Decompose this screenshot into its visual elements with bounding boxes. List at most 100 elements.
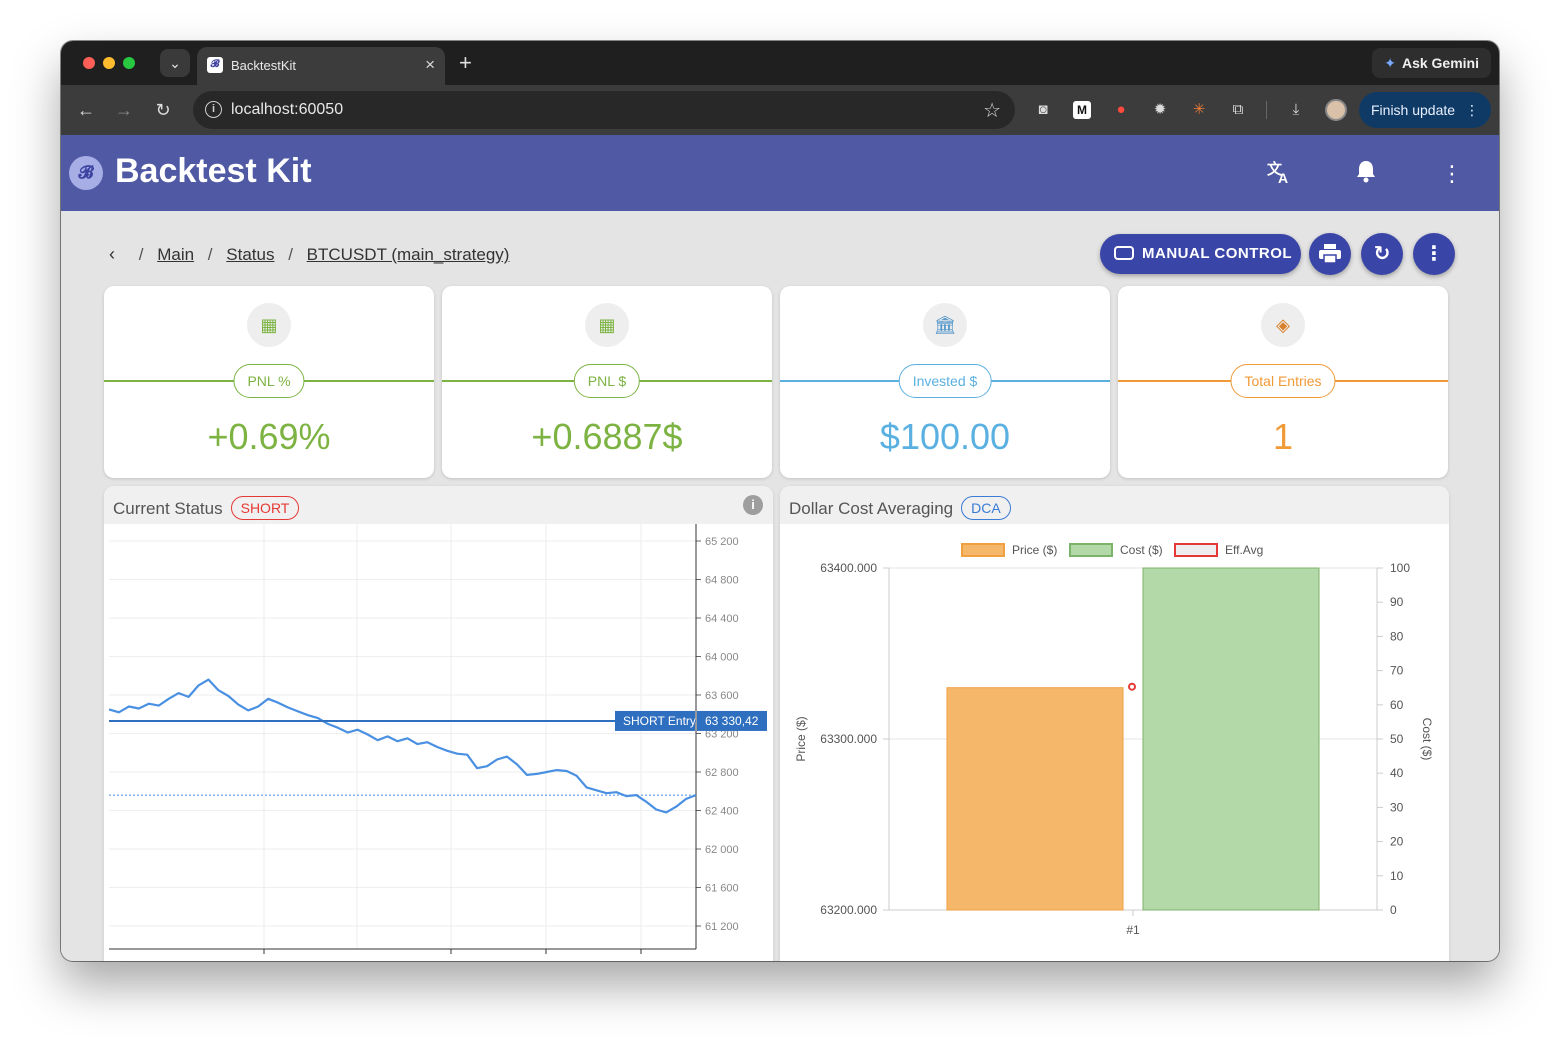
card-label: PNL % (233, 364, 305, 398)
y-right-tick-label: 50 (1390, 732, 1404, 746)
price-bar (946, 687, 1124, 911)
tab-close-icon[interactable]: × (425, 55, 435, 74)
gemini-sparkle-icon: ✦ (1384, 55, 1396, 71)
y-right-tick-label: 0 (1390, 903, 1397, 917)
hand-extension-icon[interactable]: ● (1116, 101, 1126, 118)
breadcrumb: ‹ / Main / Status / BTCUSDT (main_strate… (109, 244, 509, 265)
entry-value-box (697, 710, 767, 731)
app-logo-icon: 𝓑 (69, 156, 103, 190)
card-value: +0.6887$ (531, 416, 683, 457)
card-label: Invested $ (898, 364, 992, 398)
legend-swatch (1069, 543, 1113, 557)
y-tick-label: 62 400 (705, 806, 739, 818)
asterisk-extension-icon[interactable]: ✳ (1192, 101, 1206, 118)
bookmark-star-icon[interactable]: ☆ (983, 100, 1001, 122)
new-tab-button[interactable]: + (459, 50, 472, 75)
download-icon[interactable]: ⤓ (1292, 101, 1300, 118)
card-value: $100.00 (879, 416, 1011, 457)
y-tick-label: 62 800 (705, 767, 739, 779)
browser-toolbar: ← → ↻ i localhost:60050 ☆ ◙ M ● ✹ ✳ ⧉ ⤓ … (61, 85, 1499, 135)
app-title: Backtest Kit (115, 152, 312, 190)
y-tick-label: 62 000 (705, 844, 739, 856)
card-label: Total Entries (1230, 364, 1336, 398)
dca-badge: DCA (961, 496, 1011, 520)
y-left-axis-title: Price ($) (794, 716, 808, 761)
y-tick-label: 63 200 (705, 729, 739, 741)
y-right-tick-label: 70 (1390, 664, 1404, 678)
pnl-dollar-card: ▦ PNL $ +0.6887$ (442, 286, 772, 478)
tab-search-button[interactable]: ⌄ (160, 49, 190, 77)
x-category-label: #1 (1126, 923, 1140, 937)
bell-glyph (1357, 161, 1375, 183)
site-info-icon[interactable]: i (205, 101, 222, 118)
refresh-button[interactable]: ↻ (1361, 233, 1403, 275)
m-extension-icon[interactable]: M (1073, 101, 1091, 119)
current-status-title: Current Status (113, 499, 223, 518)
legend-swatch (961, 543, 1005, 557)
breadcrumb-symbol[interactable]: BTCUSDT (main_strategy) (306, 245, 510, 264)
y-tick-label: 65 200 (705, 536, 739, 548)
translate-icon[interactable]: 文 A (1264, 159, 1294, 189)
y-right-tick-label: 90 (1390, 595, 1404, 609)
y-left-tick-label: 63200.000 (820, 903, 877, 917)
tab-title: BacktestKit (231, 58, 297, 73)
svg-text:文: 文 (1267, 160, 1283, 178)
invested-card: 🏛 Invested $ $100.00 (780, 286, 1110, 478)
legend-label: Price ($) (1012, 543, 1057, 557)
y-right-tick-label: 80 (1390, 629, 1404, 643)
forward-arrow-icon[interactable]: → (115, 100, 133, 120)
cost-bar (1142, 567, 1320, 911)
card-value: 1 (1272, 416, 1294, 457)
address-url[interactable]: localhost:60050 (231, 101, 344, 118)
ask-gemini-button[interactable]: ✦ Ask Gemini (1372, 48, 1491, 78)
breadcrumb-status[interactable]: Status (226, 245, 275, 264)
breadcrumb-main[interactable]: Main (157, 245, 195, 264)
y-left-tick-label: 63300.000 (820, 732, 877, 746)
browser-tab-active[interactable]: 𝓑 BacktestKit × (197, 47, 445, 85)
y-right-axis-title: Cost ($) (1420, 718, 1434, 761)
price-chart[interactable]: 65 200 64 800 64 400 64 000 63 600 63 200 62 8… (104, 524, 773, 961)
camera-extension-icon[interactable]: ◙ (1038, 101, 1048, 118)
legend-label: Eff.Avg (1225, 543, 1263, 557)
finish-update-button[interactable]: Finish update ⋮ (1359, 92, 1491, 128)
profile-avatar[interactable] (1325, 99, 1347, 121)
bank-icon: 🏛 (923, 303, 967, 347)
extensions-puzzle-icon[interactable]: ⧉ (1232, 101, 1244, 118)
info-icon[interactable]: i (743, 495, 763, 515)
card-label: PNL $ (573, 364, 641, 398)
y-right-tick-label: 60 (1390, 698, 1404, 712)
reload-icon[interactable]: ↻ (155, 100, 171, 120)
layers-icon: ◈ (1261, 303, 1305, 347)
address-bar[interactable]: i localhost:60050 ☆ (193, 91, 1015, 129)
y-tick-label: 64 400 (705, 613, 739, 625)
entry-label-box (615, 710, 695, 731)
minimize-window-button[interactable] (103, 57, 115, 69)
pnl-percent-card: ▦ PNL % +0.69% (104, 286, 434, 478)
entry-label: SHORT Entry (623, 714, 696, 728)
y-right-tick-label: 30 (1390, 800, 1404, 814)
maximize-window-button[interactable] (123, 57, 135, 69)
dca-chart[interactable]: Price ($) Cost ($) Eff.Avg 63400.000 63300.0… (780, 524, 1449, 961)
back-chevron-icon[interactable]: ‹ (109, 244, 115, 264)
y-right-tick-label: 10 (1390, 869, 1404, 883)
ask-gemini-label: Ask Gemini (1401, 55, 1479, 71)
toolbar-divider (1266, 101, 1267, 119)
more-actions-button[interactable]: ⋮ (1413, 233, 1455, 275)
y-tick-label: 61 600 (705, 883, 739, 895)
current-status-panel: Current Status SHORT i 65 200 64 800 64 400… (104, 486, 773, 961)
more-vert-icon[interactable]: ⋮ (1441, 161, 1463, 186)
close-window-button[interactable] (83, 57, 95, 69)
chart-box-icon: ▦ (585, 303, 629, 347)
y-right-tick-label: 100 (1390, 561, 1410, 575)
panel-title: Current Status SHORT (113, 496, 300, 520)
print-button[interactable] (1309, 233, 1351, 275)
y-tick-label: 63 600 (705, 690, 739, 702)
notification-bell-icon[interactable] (1351, 159, 1381, 189)
legend-swatch (1174, 543, 1218, 557)
back-arrow-icon[interactable]: ← (77, 100, 95, 120)
svg-text:A: A (1278, 170, 1288, 185)
eff-avg-point (1128, 682, 1136, 691)
manual-control-button[interactable]: MANUAL CONTROL (1100, 234, 1301, 274)
bug-extension-icon[interactable]: ✹ (1153, 101, 1167, 118)
gamepad-icon (1114, 246, 1134, 260)
